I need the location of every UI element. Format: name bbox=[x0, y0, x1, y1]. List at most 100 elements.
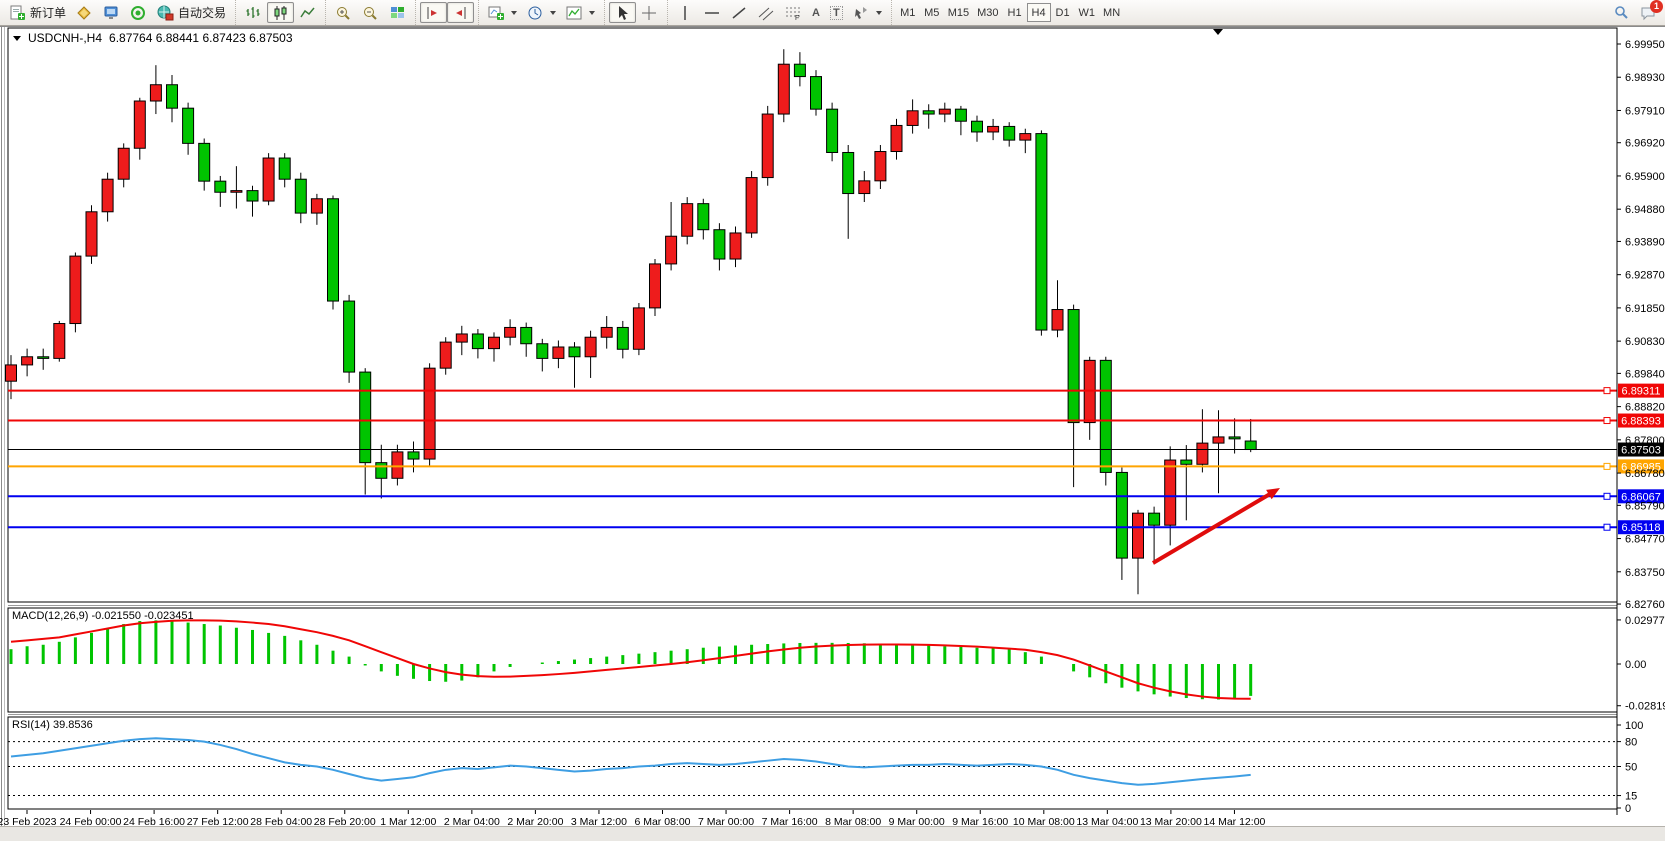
chart-canvas[interactable]: 6.89311 6.88393 6.87503 6.86985 6.86067 6.851… bbox=[0, 25, 1665, 841]
timeframe-h4-button[interactable]: H4 bbox=[1026, 3, 1051, 22]
line-handle[interactable] bbox=[1603, 462, 1611, 470]
rsi-axis-label: 100 bbox=[1625, 720, 1643, 732]
line-handle[interactable] bbox=[1603, 523, 1611, 531]
timeframe-w1-button[interactable]: W1 bbox=[1075, 3, 1100, 22]
crosshair-button[interactable] bbox=[636, 2, 663, 23]
zoom-toolbar-group bbox=[325, 0, 415, 25]
x-axis-label: 28 Feb 04:00 bbox=[250, 816, 312, 828]
timeframe-m5-button[interactable]: M5 bbox=[920, 3, 944, 22]
price-tag bbox=[1618, 383, 1664, 398]
rsi-panel[interactable] bbox=[7, 716, 1618, 810]
new-chart-button[interactable] bbox=[483, 2, 522, 23]
arrow-head[interactable] bbox=[1266, 488, 1280, 500]
horizontal-line-button[interactable] bbox=[699, 2, 726, 23]
candle bbox=[552, 346, 565, 359]
shapes-button[interactable] bbox=[848, 2, 887, 23]
chart-shift-marker[interactable] bbox=[1213, 29, 1223, 35]
fibonacci-button[interactable]: F bbox=[780, 2, 807, 23]
price-tag-label: 6.89311 bbox=[1622, 386, 1661, 398]
text-icon: A bbox=[812, 6, 820, 19]
shapes-dropdown-icon[interactable] bbox=[875, 10, 882, 15]
candle bbox=[874, 151, 887, 182]
profiles-button[interactable] bbox=[522, 2, 561, 23]
candle bbox=[391, 451, 404, 479]
candle bbox=[198, 142, 211, 182]
notification-badge: 1 bbox=[1650, 0, 1663, 13]
symbol-period-label: USDCNH-,H4 bbox=[28, 31, 103, 45]
indicators-button[interactable] bbox=[561, 2, 600, 23]
bottom-scrollbar-area[interactable] bbox=[0, 826, 1665, 841]
cursor-button[interactable] bbox=[609, 2, 637, 23]
arrow-line[interactable] bbox=[1151, 492, 1272, 565]
timeframe-m1-button[interactable]: M1 bbox=[896, 3, 920, 22]
shift-begin-button[interactable] bbox=[420, 2, 448, 23]
toolbar-right-group: 1 bbox=[1613, 0, 1663, 25]
timeframe-mn-button[interactable]: MN bbox=[1099, 3, 1124, 22]
tile-windows-button[interactable] bbox=[384, 2, 411, 23]
line-chart-icon bbox=[299, 5, 316, 21]
x-axis-label: 2 Mar 20:00 bbox=[507, 816, 563, 828]
new-chart-dropdown-icon[interactable] bbox=[511, 10, 518, 15]
zoom-in-button[interactable] bbox=[330, 2, 357, 23]
candle bbox=[455, 333, 468, 343]
symbol-dropdown-icon[interactable] bbox=[13, 35, 21, 41]
new-order-button[interactable]: 新订单 bbox=[4, 2, 71, 23]
price-tag-label: 6.85118 bbox=[1622, 522, 1661, 534]
autotrade-icon bbox=[157, 5, 174, 21]
candlestick-chart-button[interactable] bbox=[267, 2, 295, 23]
profiles-dropdown-icon[interactable] bbox=[550, 10, 557, 15]
candle bbox=[987, 125, 1000, 133]
x-axis-label: 23 Feb 2023 bbox=[0, 816, 57, 828]
candle bbox=[117, 147, 130, 180]
line-handle[interactable] bbox=[1603, 387, 1611, 395]
zoom-out-button[interactable] bbox=[357, 2, 384, 23]
x-axis-label: 9 Mar 00:00 bbox=[889, 816, 945, 828]
candle bbox=[5, 364, 17, 382]
price-axis-label: 6.86780 bbox=[1625, 468, 1665, 480]
template-icon bbox=[566, 5, 583, 21]
rsi-axis-label: 80 bbox=[1625, 737, 1637, 749]
shift-end-button[interactable] bbox=[447, 2, 475, 23]
text-label-button[interactable]: T bbox=[825, 2, 848, 23]
candle bbox=[826, 108, 839, 153]
main-chart-panel[interactable] bbox=[7, 27, 1618, 603]
line-chart-button[interactable] bbox=[294, 2, 321, 23]
timeframe-h1-button[interactable]: H1 bbox=[1003, 3, 1027, 22]
x-axis-label: 2 Mar 04:00 bbox=[444, 816, 500, 828]
shift-toolbar-group bbox=[415, 0, 478, 25]
candle bbox=[713, 229, 726, 260]
timeframe-m30-button[interactable]: M30 bbox=[973, 3, 1002, 22]
market-button[interactable] bbox=[71, 2, 98, 23]
signals-button[interactable] bbox=[125, 2, 152, 23]
candle bbox=[214, 180, 227, 193]
search-icon[interactable] bbox=[1613, 5, 1630, 21]
timeframe-d1-button[interactable]: D1 bbox=[1051, 3, 1075, 22]
line-handle[interactable] bbox=[1603, 417, 1611, 425]
text-button[interactable]: A bbox=[807, 2, 825, 23]
bar-chart-button[interactable] bbox=[240, 2, 267, 23]
community-button[interactable] bbox=[98, 2, 125, 23]
trendline-button[interactable] bbox=[726, 2, 753, 23]
macd-panel[interactable] bbox=[7, 607, 1618, 713]
candle bbox=[665, 235, 678, 265]
candle bbox=[536, 343, 549, 359]
candle bbox=[745, 177, 758, 234]
price-axis-label: 6.91850 bbox=[1625, 303, 1665, 315]
vertical-line-button[interactable] bbox=[672, 2, 699, 23]
candle bbox=[149, 84, 162, 102]
x-axis-label: 1 Mar 12:00 bbox=[380, 816, 436, 828]
timeframe-m15-button[interactable]: M15 bbox=[944, 3, 973, 22]
line-handle[interactable] bbox=[1603, 492, 1611, 500]
candle bbox=[1035, 133, 1048, 331]
timeframe-toolbar-group: M1 M5 M15 M30 H1 H4 D1 W1 MN bbox=[890, 0, 1128, 25]
chart-type-toolbar-group bbox=[235, 0, 325, 25]
indicators-dropdown-icon[interactable] bbox=[589, 10, 596, 15]
candle bbox=[810, 76, 822, 110]
price-axis-label: 6.87800 bbox=[1625, 435, 1665, 447]
channel-button[interactable] bbox=[753, 2, 780, 23]
candle bbox=[182, 107, 195, 144]
autotrade-button[interactable]: 自动交易 bbox=[152, 2, 231, 23]
x-axis-label: 9 Mar 16:00 bbox=[952, 816, 1008, 828]
x-axis-label: 27 Feb 12:00 bbox=[187, 816, 249, 828]
notifications-icon[interactable]: 1 bbox=[1640, 0, 1663, 21]
